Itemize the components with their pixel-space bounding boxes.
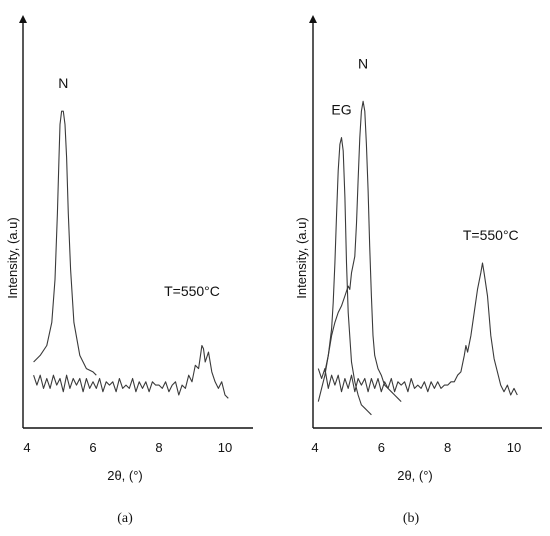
x-tick-label: 6 (89, 440, 96, 455)
x-axis-title: 2θ, (°) (397, 468, 433, 483)
chart-panel-a: 4 6 8 10 2θ, (°) Intensity, (a.u) N T=550°C (a) (5, 15, 253, 526)
x-tick-label: 4 (311, 440, 318, 455)
x-tick-label: 4 (23, 440, 30, 455)
series-line-3 (317, 262, 518, 396)
series-line-2 (317, 100, 402, 402)
x-tick-label: 8 (444, 440, 451, 455)
y-axis-title: Intensity, (a.u) (5, 217, 20, 298)
panel-label: (b) (403, 511, 420, 526)
x-tick-label: 6 (378, 440, 385, 455)
annotation-label: N (58, 75, 68, 91)
chart-panel-b: 4 6 8 10 2θ, (°) Intensity, (a.u) EG N T=550°C (b… (294, 15, 542, 526)
y-axis-arrow (19, 15, 27, 23)
panel-label: (a) (117, 511, 133, 526)
x-tick-label: 10 (218, 440, 232, 455)
annotation-label: N (358, 55, 368, 71)
x-tick-label: 10 (507, 440, 521, 455)
y-axis-arrow (309, 15, 317, 23)
x-axis-title: 2θ, (°) (107, 468, 143, 483)
annotation-label: T=550°C (463, 227, 519, 243)
annotation-label: T=550°C (164, 283, 220, 299)
series-line-1 (33, 110, 97, 376)
annotation-label: EG (331, 102, 351, 118)
y-axis-title: Intensity, (a.u) (294, 217, 309, 298)
series-line-2 (33, 344, 229, 399)
series-line-1 (324, 137, 372, 416)
x-tick-label: 8 (155, 440, 162, 455)
